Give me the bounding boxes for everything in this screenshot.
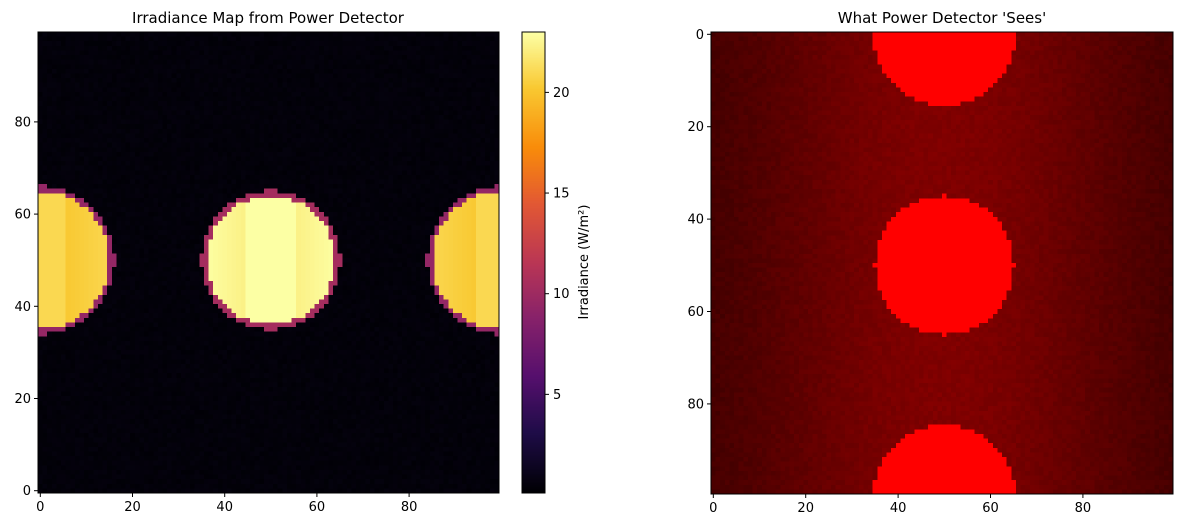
sees-image <box>711 32 1173 494</box>
sees-x-ticks: 0 20 40 60 80 <box>709 494 1091 516</box>
sees-x-tick-label: 60 <box>982 501 999 516</box>
irradiance-panel: Irradiance Map from Power Detector 0 20 40… <box>14 9 500 515</box>
irradiance-y-tick-label: 80 <box>14 115 31 130</box>
sees-x-tick-label: 0 <box>709 501 717 516</box>
colorbar-label: Irradiance (W/m²) <box>577 205 592 320</box>
irradiance-y-tick-label: 0 <box>23 484 31 499</box>
sees-x-tick-label: 20 <box>797 501 814 516</box>
colorbar-tick-label: 5 <box>553 388 561 403</box>
irradiance-x-tick-label: 40 <box>216 500 233 515</box>
irradiance-x-tick-label: 20 <box>124 500 141 515</box>
sees-x-tick-label: 40 <box>890 501 907 516</box>
colorbar-ticks: 5 10 15 20 <box>545 86 570 403</box>
irradiance-x-ticks: 0 20 40 60 80 <box>36 493 417 515</box>
irradiance-x-tick-label: 0 <box>36 500 44 515</box>
sees-title: What Power Detector 'Sees' <box>838 9 1046 27</box>
sees-y-tick-label: 0 <box>696 28 704 43</box>
sees-panel: What Power Detector 'Sees' 0 20 40 60 80 0 20… <box>687 9 1174 516</box>
sees-frame <box>710 31 1174 495</box>
sees-y-tick-label: 20 <box>687 120 704 135</box>
irradiance-y-tick-label: 40 <box>14 300 31 315</box>
colorbar-tick-label: 20 <box>553 86 570 101</box>
sees-y-tick-label: 80 <box>687 397 704 412</box>
irradiance-heatmap <box>38 32 499 493</box>
colorbar-tick-label: 15 <box>553 187 570 202</box>
colorbar-frame <box>521 31 546 494</box>
irradiance-image <box>38 32 499 493</box>
colorbar-tick-label: 10 <box>553 287 570 302</box>
sees-y-ticks: 0 20 40 60 80 <box>687 28 711 412</box>
irradiance-colorbar: 5 10 15 20 Irradiance (W/m²) <box>521 31 592 494</box>
irradiance-frame <box>37 31 500 494</box>
irradiance-y-ticks: 0 20 40 60 80 <box>14 115 38 499</box>
irradiance-x-tick-label: 60 <box>309 500 326 515</box>
sees-y-tick-label: 40 <box>687 213 704 228</box>
irradiance-title: Irradiance Map from Power Detector <box>132 9 405 27</box>
colorbar-gradient <box>522 32 545 493</box>
sees-x-tick-label: 80 <box>1075 501 1092 516</box>
irradiance-y-tick-label: 20 <box>14 392 31 407</box>
irradiance-x-tick-label: 80 <box>401 500 418 515</box>
sees-y-tick-label: 60 <box>687 305 704 320</box>
irradiance-y-tick-label: 60 <box>14 208 31 223</box>
